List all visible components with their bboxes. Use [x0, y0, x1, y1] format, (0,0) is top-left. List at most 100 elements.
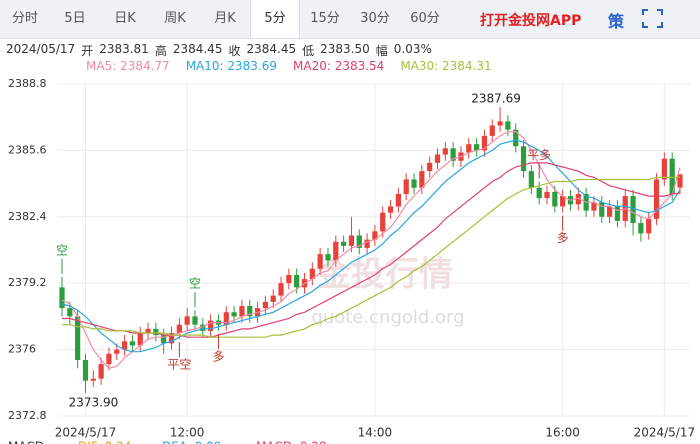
- candle-body: [356, 235, 362, 248]
- candle-body: [419, 171, 425, 188]
- high-label: 2387.69: [471, 92, 521, 106]
- y-tick-label: 2376: [8, 343, 36, 356]
- info-value: 2383.50: [320, 42, 370, 56]
- app-link[interactable]: 打开金投网APP: [480, 13, 582, 29]
- signal: 多: [212, 349, 224, 363]
- tab[interactable]: 周K: [164, 11, 186, 26]
- tab[interactable]: 日K: [114, 11, 136, 26]
- watermark: quote.cngold.org: [311, 307, 464, 328]
- ma-line: [62, 176, 681, 338]
- candle-body: [247, 306, 253, 317]
- info-label: 低: [302, 44, 315, 58]
- candle-body: [341, 241, 347, 246]
- candle-body: [653, 179, 660, 219]
- candle-body: [67, 308, 73, 317]
- info-date: 2024/05/17: [6, 42, 76, 56]
- candle-body: [294, 274, 300, 288]
- candle-body: [669, 158, 675, 194]
- candle-body: [661, 158, 667, 180]
- candle-body: [75, 316, 81, 360]
- ma-line: [61, 131, 681, 369]
- legend-entry: MA30: 2384.31: [400, 59, 492, 73]
- tab[interactable]: 30分: [360, 11, 390, 26]
- candle-body: [489, 125, 495, 136]
- macd-legend: DEA: 0.09: [162, 440, 221, 444]
- candle-body: [442, 148, 448, 155]
- candle-body: [325, 254, 331, 261]
- x-tick-label: 2024/5/17: [634, 426, 696, 440]
- tab[interactable]: 5日: [64, 11, 86, 26]
- candle-body: [372, 231, 378, 240]
- candle-body: [395, 193, 401, 207]
- ma-line: [61, 139, 681, 353]
- tab[interactable]: 5分: [250, 0, 300, 38]
- x-tick-label: 14:00: [358, 426, 393, 440]
- candle-body: [239, 306, 245, 317]
- candle-body: [137, 333, 143, 346]
- y-tick-label: 2372.8: [8, 409, 47, 422]
- y-tick-label: 2388.8: [8, 77, 47, 90]
- candle-body: [497, 121, 503, 126]
- candle-body: [309, 268, 315, 280]
- candle-body: [380, 212, 386, 232]
- candle-body: [364, 239, 370, 248]
- info-value: 2383.81: [99, 42, 149, 56]
- candle-body: [481, 135, 488, 151]
- candle-body: [90, 378, 96, 381]
- candle-body: [638, 223, 644, 234]
- candle-body: [552, 191, 558, 207]
- ma-line: [62, 162, 681, 338]
- candle-body: [59, 287, 65, 309]
- candle-body: [466, 144, 472, 153]
- candle-body: [387, 206, 394, 213]
- candle-body: [153, 328, 159, 336]
- macd-legend: DIF: 0.24: [78, 440, 131, 444]
- y-tick-label: 2385.6: [8, 143, 47, 156]
- candle-body: [528, 171, 534, 188]
- candle-body: [348, 235, 355, 246]
- candle-body: [161, 335, 167, 344]
- candle-body: [270, 295, 276, 302]
- signal: 多: [557, 231, 569, 245]
- signal: 空: [56, 243, 68, 257]
- candle-body: [184, 316, 190, 325]
- candle-body: [630, 196, 636, 224]
- candle-body: [411, 179, 417, 188]
- signal: 空: [189, 277, 201, 291]
- info-label: 高: [154, 44, 167, 58]
- tab[interactable]: 分时: [11, 11, 38, 26]
- strategy-icon[interactable]: 策: [608, 12, 625, 31]
- legend-entry: MA20: 2383.54: [293, 59, 385, 73]
- tab[interactable]: 15分: [310, 11, 340, 26]
- info-label: 收: [228, 44, 241, 58]
- candle-body: [286, 274, 292, 284]
- candle-body: [176, 324, 182, 333]
- candle-body: [536, 187, 542, 199]
- ma-legend: MA5: 2384.77 MA10: 2383.69 MA20: 2383.54 MA…: [86, 59, 492, 73]
- candle-body: [317, 254, 323, 269]
- candle-body: [450, 148, 456, 161]
- info-value: 2384.45: [246, 42, 297, 56]
- x-tick-label: 2024/5/17: [55, 426, 117, 440]
- legend-entry: MA10: 2383.69: [185, 59, 277, 73]
- tab[interactable]: 月K: [214, 11, 236, 26]
- candle-body: [208, 320, 214, 331]
- candle-body: [646, 218, 652, 234]
- candle-body: [520, 146, 527, 172]
- candle-body: [82, 359, 89, 381]
- candle-body: [544, 191, 550, 199]
- info-line: 2024/05/17 开 2383.81 高 2384.45 收 2384.45 低 2383.…: [6, 42, 432, 59]
- x-tick-label: 12:00: [170, 426, 205, 440]
- tab[interactable]: 60分: [410, 11, 440, 26]
- candle-body: [106, 353, 112, 365]
- info-value: 0.03%: [393, 42, 432, 56]
- candle-body: [192, 316, 198, 325]
- signal: 平多: [527, 148, 551, 162]
- candle-body: [560, 196, 566, 207]
- signal: 平空: [167, 358, 191, 372]
- candle-body: [427, 162, 433, 172]
- macd-legend: MACD: [8, 440, 44, 444]
- candle-body: [505, 121, 511, 130]
